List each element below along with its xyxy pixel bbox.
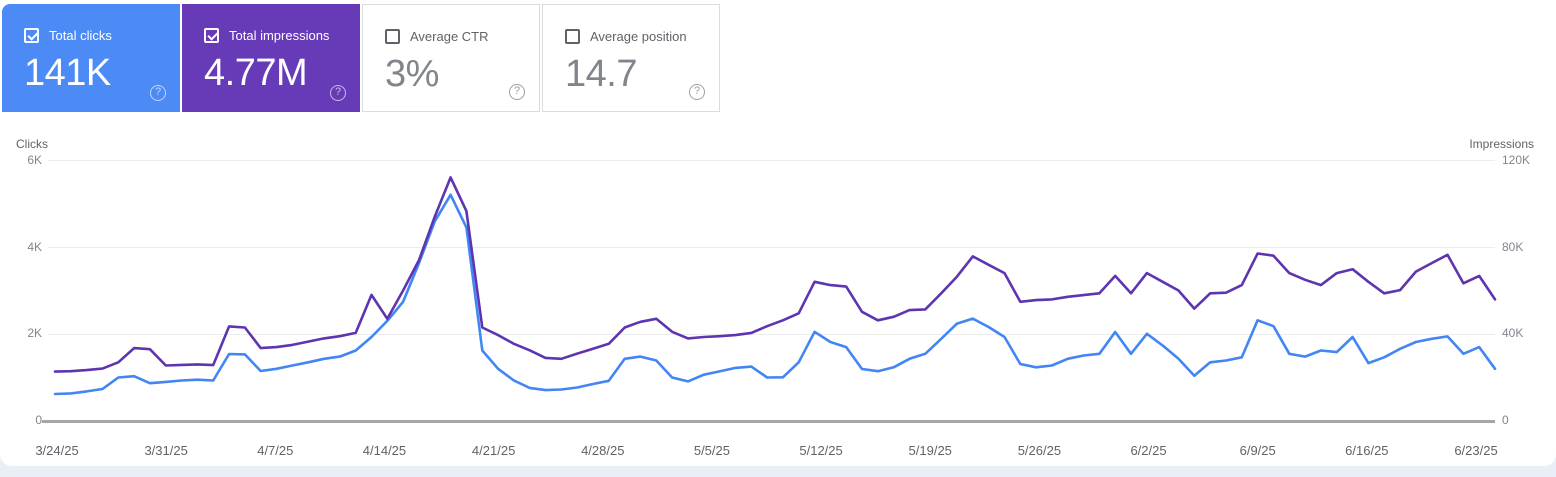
y-left-tick: 2K bbox=[27, 326, 42, 340]
right-axis-title: Impressions bbox=[1469, 137, 1534, 151]
x-tick: 4/14/25 bbox=[362, 443, 407, 458]
x-tick: 6/2/25 bbox=[1130, 443, 1167, 458]
x-tick: 6/9/25 bbox=[1239, 443, 1276, 458]
x-tick: 3/31/25 bbox=[144, 443, 188, 458]
help-icon[interactable]: ? bbox=[689, 84, 705, 100]
x-tick: 3/24/25 bbox=[35, 443, 79, 458]
x-tick: 5/5/25 bbox=[693, 443, 730, 458]
total-clicks-checkbox[interactable] bbox=[24, 28, 39, 43]
total-impressions-card[interactable]: Total impressions 4.77M ? bbox=[182, 4, 360, 112]
average-ctr-value: 3% bbox=[385, 53, 439, 95]
x-tick: 6/23/25 bbox=[1454, 443, 1498, 458]
x-tick: 4/28/25 bbox=[581, 443, 625, 458]
x-tick: 4/21/25 bbox=[471, 443, 516, 458]
x-tick: 6/16/25 bbox=[1345, 443, 1389, 458]
x-tick: 4/7/25 bbox=[257, 443, 294, 458]
performance-chart[interactable]: Clicks Impressions 6K 4K 2K 0 120K 80K 40K 0 3/2… bbox=[0, 0, 1556, 466]
y-left-tick: 6K bbox=[27, 153, 42, 167]
x-tick: 5/19/25 bbox=[908, 443, 952, 458]
y-left-tick: 4K bbox=[27, 240, 42, 254]
help-icon[interactable]: ? bbox=[509, 84, 525, 100]
total-impressions-label: Total impressions bbox=[229, 28, 330, 43]
total-clicks-label: Total clicks bbox=[49, 28, 112, 43]
average-position-card[interactable]: Average position 14.7 ? bbox=[542, 4, 720, 112]
y-right-tick: 0 bbox=[1502, 413, 1509, 427]
chart-plot[interactable] bbox=[0, 0, 1556, 466]
left-axis-title: Clicks bbox=[16, 137, 48, 151]
total-impressions-checkbox[interactable] bbox=[204, 28, 219, 43]
average-position-checkbox[interactable] bbox=[565, 29, 580, 44]
average-ctr-checkbox[interactable] bbox=[385, 29, 400, 44]
total-clicks-value: 141K bbox=[24, 52, 111, 94]
y-left-tick: 0 bbox=[35, 413, 42, 427]
x-tick: 5/26/25 bbox=[1017, 443, 1062, 458]
total-clicks-card[interactable]: Total clicks 141K ? bbox=[2, 4, 180, 112]
y-right-tick: 40K bbox=[1502, 326, 1524, 340]
total-impressions-value: 4.77M bbox=[204, 52, 308, 94]
help-icon[interactable]: ? bbox=[150, 85, 166, 101]
y-right-tick: 120K bbox=[1502, 153, 1531, 167]
performance-panel: Clicks Impressions 6K 4K 2K 0 120K 80K 40K 0 3/2… bbox=[0, 0, 1556, 466]
metric-cards-row: Total clicks 141K ? Total impressions 4.… bbox=[2, 4, 720, 112]
average-position-label: Average position bbox=[590, 29, 687, 44]
average-position-value: 14.7 bbox=[565, 53, 637, 95]
average-ctr-label: Average CTR bbox=[410, 29, 489, 44]
series-line-clicks[interactable] bbox=[53, 193, 1497, 396]
x-tick: 5/12/25 bbox=[799, 443, 843, 458]
series-line-impressions[interactable] bbox=[53, 176, 1497, 373]
average-ctr-card[interactable]: Average CTR 3% ? bbox=[362, 4, 540, 112]
y-right-tick: 80K bbox=[1502, 240, 1524, 254]
help-icon[interactable]: ? bbox=[330, 85, 346, 101]
